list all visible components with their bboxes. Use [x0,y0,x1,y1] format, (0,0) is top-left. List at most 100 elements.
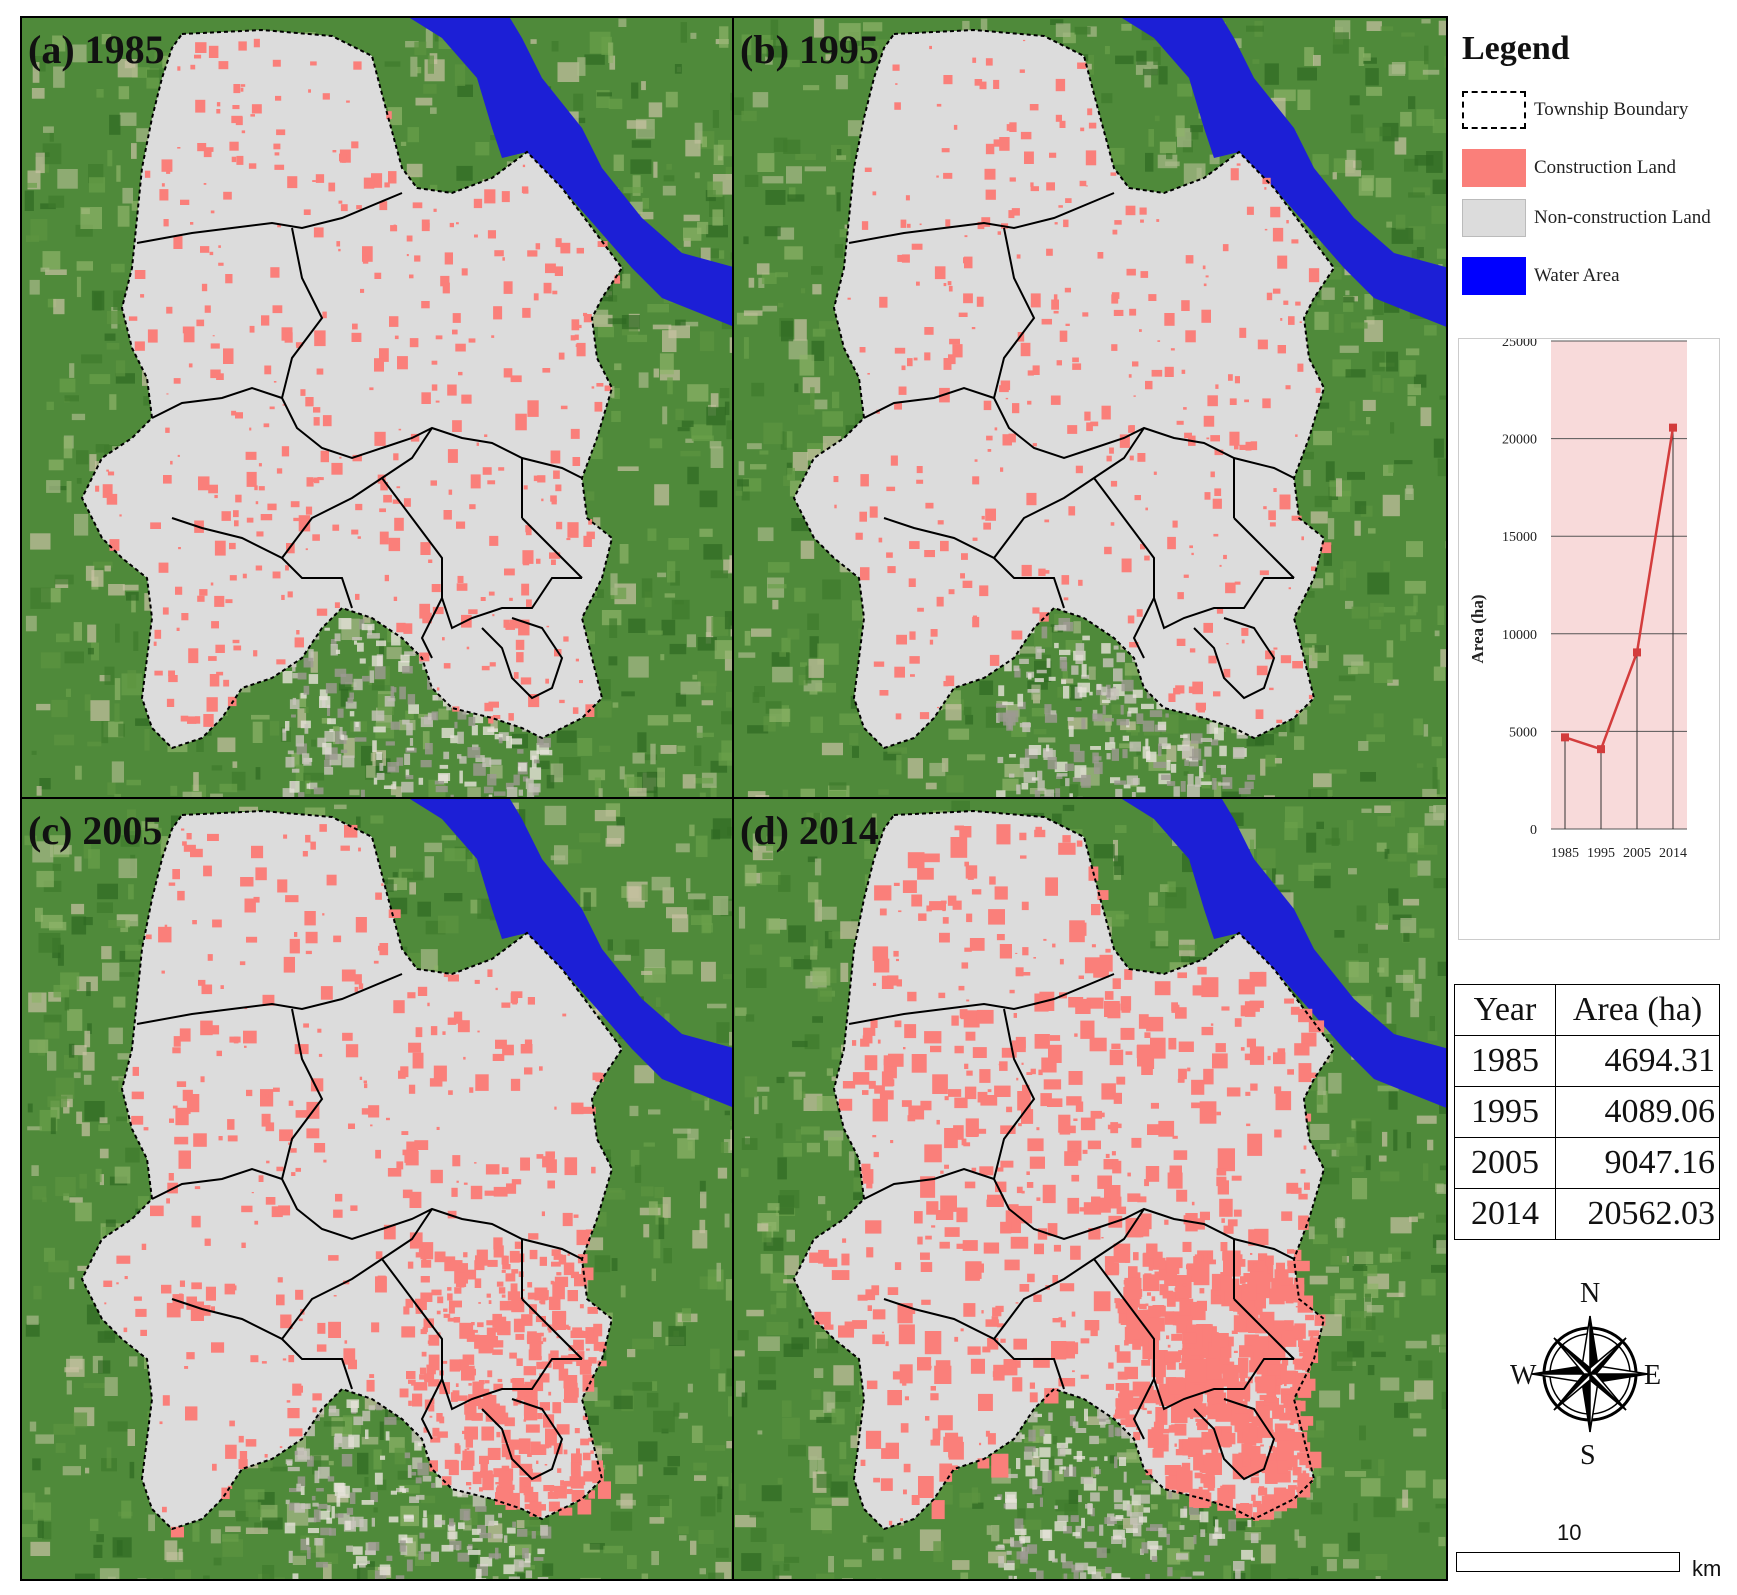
x-tick-label: 1985 [1551,846,1579,861]
legend-label: Water Area [1534,265,1620,286]
township-boundary [151,1167,583,1260]
table-row: 1985 4694.31 [1454,1035,1720,1087]
table-row: 2005 9047.16 [1454,1137,1720,1189]
y-tick-label: 25000 [1502,339,1537,350]
township-boundary [993,1008,1036,1180]
map-1985 [22,18,732,797]
area-series-line [1564,427,1675,751]
township-outer-boundary [792,809,1336,1531]
township-boundary [848,973,1115,1025]
township-boundary [420,1378,443,1440]
legend-label: Non-construction Land [1534,207,1711,228]
township-boundary [1233,517,1295,579]
legend-item-non-construction-land: Non-construction Land [1462,198,1711,238]
township-boundary [136,973,403,1025]
township-boundary [1193,1398,1276,1481]
table-row: 2014 20562.03 [1454,1188,1720,1240]
x-tick-label: 1995 [1587,846,1615,861]
y-tick-label: 20000 [1502,433,1537,448]
legend-item-township-boundary: Township Boundary [1462,90,1688,130]
township-boundary [481,617,564,700]
cell-year: 2014 [1454,1188,1556,1240]
construction-patches [833,39,1332,724]
non-construction-area [794,30,1334,748]
township-boundary [381,477,582,630]
y-axis-label: Area (ha) [1468,594,1487,663]
construction-patches [809,824,1326,1526]
area-chart: 0 5000 10000 15000 20000 25000 1985 1995 2005 201… [1458,335,1720,940]
y-tick-label: 10000 [1502,628,1537,643]
township-boundary [1093,1258,1294,1411]
township-boundary [993,427,1145,559]
township-boundary [381,1258,582,1411]
panel-title-2014: (d) 2014 [740,808,879,853]
township-boundary [1233,1298,1295,1360]
panel-title-1995: (b) 1995 [740,27,879,72]
township-boundary [1193,617,1276,700]
cell-area: 20562.03 [1555,1188,1720,1240]
dashed-boundary-swatch [1462,91,1526,129]
river [1122,18,1446,327]
legend-item-construction-land: Construction Land [1462,148,1676,188]
river [410,799,732,1107]
x-tick-label: 2014 [1659,846,1687,861]
water-swatch [1462,257,1526,295]
panel-title-1985: (a) 1985 [28,27,165,72]
map-panel-2014: (d) 2014 [732,797,1448,1581]
table-row: 1995 4089.06 [1454,1086,1720,1138]
map-panel-1985: (a) 1985 [20,16,734,799]
township-outer-boundary [792,28,1336,750]
data-point [1669,423,1677,432]
township-boundary [136,192,403,244]
township-boundary [281,1008,324,1180]
cell-year: 2005 [1454,1137,1556,1189]
township-boundary [281,1208,433,1340]
cell-year: 1985 [1454,1035,1556,1087]
scale-bar [1456,1552,1680,1572]
legend-item-water-area: Water Area [1462,256,1620,296]
river [1122,799,1446,1108]
scale-unit: km [1692,1556,1722,1581]
cell-area: 9047.16 [1555,1137,1720,1189]
township-boundary [1093,477,1294,630]
table-header-row: Year Area (ha) [1454,984,1720,1036]
data-point [1561,733,1569,742]
map-2014 [734,799,1446,1579]
legend-panel: Legend Township Boundary Construction La… [1446,16,1725,1581]
area-table: Year Area (ha) 1985 4694.31 1995 4089.06… [1454,984,1720,1240]
township-boundary [481,1398,564,1481]
construction-swatch [1462,149,1526,187]
cell-area: 4694.31 [1555,1035,1720,1087]
compass-n: N [1580,1278,1601,1309]
legend-label: Construction Land [1534,157,1676,178]
non-construction-area [82,30,622,748]
map-2005 [22,799,732,1579]
township-boundary [521,1298,583,1360]
map-panel-1995: (b) 1995 [732,16,1448,799]
panel-title-2005: (c) 2005 [28,808,163,853]
cell-area: 4089.06 [1555,1086,1720,1138]
compass-rose-icon [1531,1315,1649,1433]
map-1995 [734,18,1446,797]
township-boundary [993,227,1036,399]
y-tick-label: 0 [1530,823,1537,838]
x-tick-label: 2005 [1623,846,1651,861]
township-boundary [281,427,433,559]
river [410,18,732,326]
township-boundary [993,1208,1145,1340]
legend-label: Township Boundary [1534,99,1689,120]
township-boundary [420,597,443,659]
compass-w: W [1510,1360,1537,1391]
compass-e: E [1644,1360,1662,1391]
township-outer-boundary [80,28,624,750]
area-line-chart: 0 5000 10000 15000 20000 25000 1985 1995 2005 201… [1468,335,1687,861]
header-area: Area (ha) [1555,984,1720,1036]
non-construction-swatch [1462,199,1526,237]
legend-title: Legend [1462,30,1570,67]
scale-value: 10 [1557,1520,1582,1545]
township-boundary [521,517,583,579]
y-tick-label: 5000 [1509,725,1537,740]
data-point [1597,745,1605,754]
township-boundary [1132,1378,1155,1440]
township-boundary [863,1167,1295,1260]
